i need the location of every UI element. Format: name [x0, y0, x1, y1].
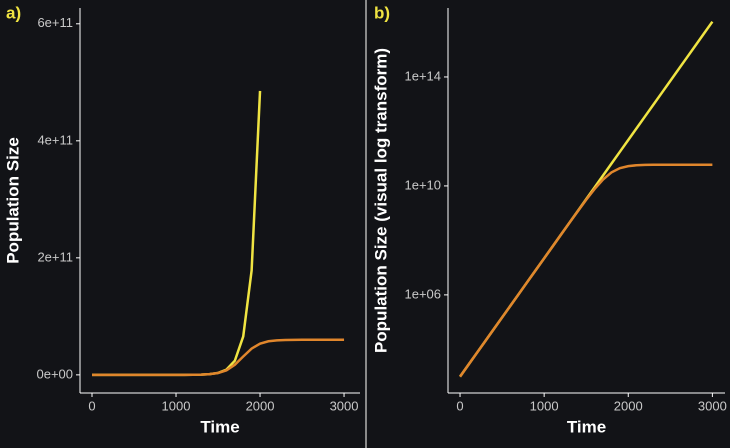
- x-tick-label: 1000: [530, 398, 559, 413]
- x-tick-label: 1000: [162, 398, 191, 413]
- y-tick-label: 1e+06: [404, 286, 441, 301]
- series-line: [92, 338, 345, 377]
- y-tick-label: 6e+11: [37, 15, 73, 30]
- y-tick-label: 4e+11: [37, 132, 73, 147]
- y-tick-label: 1e+10: [404, 177, 441, 192]
- x-tick-label: 2000: [614, 398, 643, 413]
- x-tick-label: 0: [88, 398, 95, 413]
- y-tick-label: 0e+00: [36, 366, 73, 381]
- panel-tag: b): [374, 3, 390, 22]
- y-axis-title: Population Size: [3, 137, 22, 264]
- y-tick-label: 2e+11: [37, 249, 73, 264]
- y-tick-label: 1e+14: [404, 68, 441, 83]
- x-tick-label: 0: [456, 398, 463, 413]
- panel-tag: a): [6, 3, 21, 22]
- x-axis-title: Time: [200, 417, 239, 436]
- x-tick-label: 2000: [246, 398, 275, 413]
- x-axis-title: Time: [567, 417, 606, 436]
- series-line: [459, 163, 713, 378]
- series-line: [92, 90, 262, 377]
- y-axis-title: Population Size (visual log transform): [371, 48, 390, 353]
- x-tick-label: 3000: [698, 398, 727, 413]
- x-tick-label: 3000: [330, 398, 359, 413]
